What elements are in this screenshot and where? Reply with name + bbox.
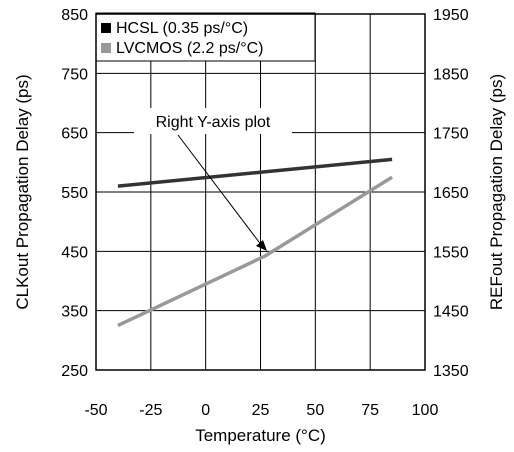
plot-frame [95,13,426,371]
y-left-tick-label: 350 [61,304,88,321]
grid-lines [96,14,425,370]
annotation-arrowhead [256,240,267,251]
legend-swatch-hcsl [101,23,111,33]
legend-label-hcsl: HCSL (0.35 ps/°C) [116,20,248,37]
y-left-tick-label: 850 [61,7,88,24]
x-axis-title: Temperature (°C) [195,426,326,445]
x-tick-label: 25 [252,402,270,419]
y-right-tick-label: 1350 [433,363,469,380]
legend: HCSL (0.35 ps/°C) LVCMOS (2.2 ps/°C) [95,12,316,62]
legend-box [95,12,316,62]
annotation: Right Y-axis plot [134,108,292,251]
y-left-tick-label: 250 [61,363,88,380]
series-line-1 [117,175,394,328]
legend-swatch-lvcmos [101,43,111,53]
legend-label-lvcmos: LVCMOS (2.2 ps/°C) [116,40,263,57]
annotation-arrow-line [177,134,263,247]
annotation-label: Right Y-axis plot [156,114,271,131]
x-tick-label: 50 [306,402,324,419]
series-lines [117,157,394,328]
y-right-tick-label: 1850 [433,66,469,83]
x-tick-label: 75 [361,402,379,419]
x-tick-label: -25 [139,402,162,419]
annotation-background [134,108,292,134]
y-right-tick-label: 1450 [433,304,469,321]
tick-labels: -50 -25 0 25 50 75 100 250 350 450 550 650 750 850 135… [61,7,468,419]
y-left-tick-label: 650 [61,126,88,143]
x-tick-label: 0 [201,402,210,419]
series-line-0 [117,157,393,188]
y-left-tick-label: 750 [61,66,88,83]
y-left-tick-label: 450 [61,244,88,261]
y-right-tick-label: 1950 [433,7,469,24]
x-tick-label: 100 [412,402,439,419]
y-left-axis-title: CLKout Propagation Delay (ps) [13,74,32,309]
y-right-tick-label: 1550 [433,244,469,261]
y-right-tick-label: 1750 [433,126,469,143]
x-tick-label: -50 [84,402,107,419]
y-right-tick-label: 1650 [433,185,469,202]
y-left-tick-label: 550 [61,185,88,202]
y-right-axis-title: REFout Propagation Delay (ps) [487,74,506,310]
